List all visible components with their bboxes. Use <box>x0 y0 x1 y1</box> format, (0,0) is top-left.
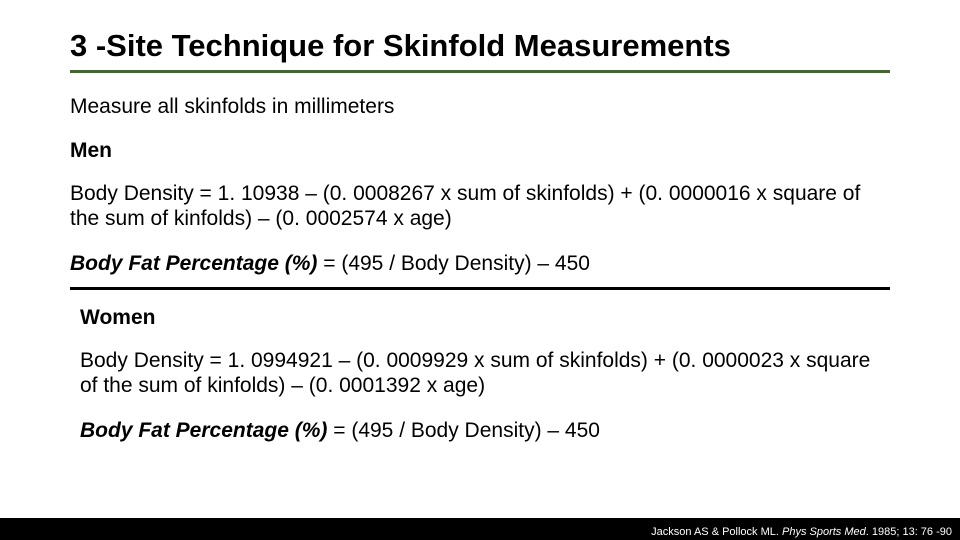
women-bodyfat-rest: = (495 / Body Density) – 450 <box>327 419 600 442</box>
women-bodyfat-formula: Body Fat Percentage (%) = (495 / Body De… <box>80 418 890 443</box>
citation-authors: Jackson AS & Pollock ML. <box>651 526 782 538</box>
citation-text: Jackson AS & Pollock ML. Phys Sports Med… <box>651 526 952 538</box>
slide-content: 3 -Site Technique for Skinfold Measureme… <box>0 0 960 443</box>
women-heading: Women <box>80 306 890 330</box>
men-bodyfat-formula: Body Fat Percentage (%) = (495 / Body De… <box>70 251 890 276</box>
instruction-text: Measure all skinfolds in millimeters <box>70 95 890 119</box>
men-heading: Men <box>70 139 890 163</box>
women-bodyfat-label: Body Fat Percentage (%) <box>80 419 327 442</box>
men-bodyfat-label: Body Fat Percentage (%) <box>70 252 317 275</box>
women-section: Women Body Density = 1. 0994921 – (0. 00… <box>70 306 890 444</box>
citation-rest: . 1985; 13: 76 -90 <box>866 526 952 538</box>
citation-journal: Phys Sports Med <box>782 526 866 538</box>
section-divider <box>70 287 890 290</box>
women-density-formula: Body Density = 1. 0994921 – (0. 0009929 … <box>80 348 890 398</box>
slide-title: 3 -Site Technique for Skinfold Measureme… <box>70 28 890 73</box>
men-density-formula: Body Density = 1. 10938 – (0. 0008267 x … <box>70 181 890 231</box>
footer-bar: Jackson AS & Pollock ML. Phys Sports Med… <box>0 518 960 540</box>
men-bodyfat-rest: = (495 / Body Density) – 450 <box>317 252 590 275</box>
